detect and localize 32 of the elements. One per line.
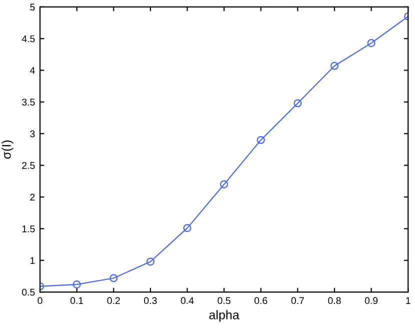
point [110, 274, 118, 282]
x-axis-title: alpha [209, 310, 240, 322]
y-tick-label: 4 [30, 67, 35, 74]
point [220, 180, 228, 188]
x-tick-label: 0.3 [144, 297, 157, 304]
x-tick-label: 0 [38, 297, 42, 304]
y-tick-label: 4.5 [22, 35, 35, 42]
point [256, 136, 265, 144]
y-axis-title: σ(I) [2, 140, 14, 159]
point [367, 39, 376, 48]
y-tick-label: 3.5 [22, 98, 35, 106]
x-tick-label: 0.6 [254, 297, 268, 304]
point [146, 258, 154, 266]
x-tick-label: 1 [406, 297, 410, 304]
point [183, 224, 192, 232]
y-tick-label: 1 [30, 257, 35, 264]
y-tick-label: 2 [30, 194, 35, 201]
x-tick-label: 0.9 [364, 297, 378, 304]
y-tick-label: 2.5 [22, 162, 35, 169]
x-tick-label: 0.8 [328, 297, 341, 304]
y-tick-label: 3 [30, 130, 35, 138]
point [294, 99, 302, 108]
y-tick-label: 0.5 [22, 288, 35, 296]
x-tick-label: 0.4 [180, 297, 194, 304]
x-tick-label: 0.1 [70, 297, 84, 304]
y-tick-label: 5 [30, 4, 35, 11]
x-tick-label: 0.5 [218, 297, 230, 304]
x-tick-label: 0.7 [291, 297, 304, 304]
point [72, 280, 81, 288]
x-tick-label: 0.2 [107, 297, 120, 304]
point [330, 62, 339, 70]
y-tick-label: 1.5 [22, 226, 35, 232]
